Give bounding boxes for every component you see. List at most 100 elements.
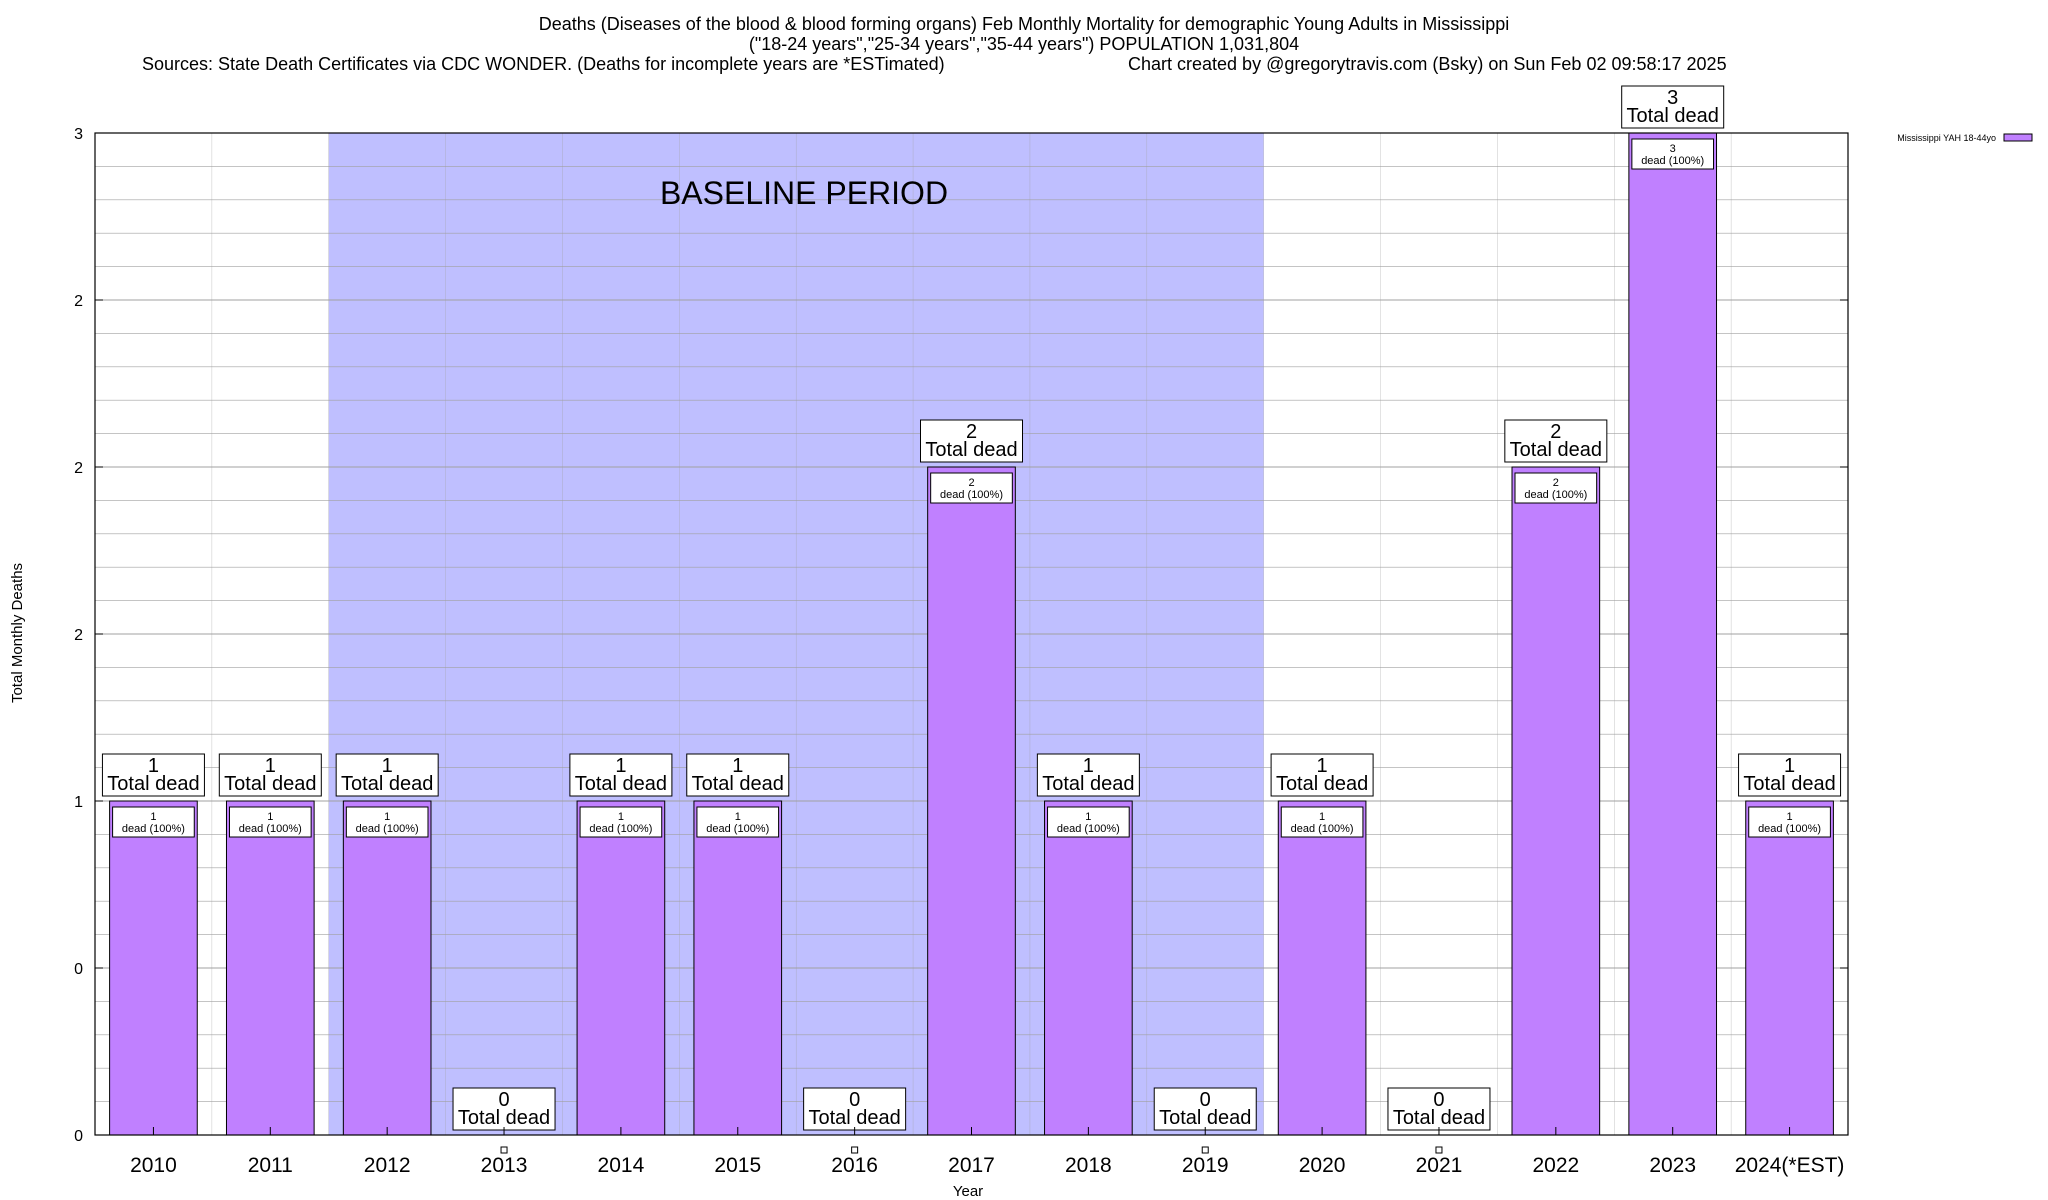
inner-label-box <box>228 806 312 838</box>
inner-value-label: 1 <box>1787 811 1793 823</box>
bar <box>576 800 666 1136</box>
bar <box>1044 800 1133 1136</box>
x-tick-label: 2019 <box>1182 1154 1229 1177</box>
total-label-box <box>1036 753 1140 797</box>
total-caption-label: Total dead <box>925 439 1017 461</box>
zero-marker <box>1435 1146 1443 1154</box>
total-value-label: 1 <box>148 755 159 777</box>
x-tick-label: 2012 <box>364 1154 411 1177</box>
total-value-label: 0 <box>1433 1089 1444 1111</box>
chart-credit: Chart created by @gregorytravis.com (Bsk… <box>1128 54 1727 74</box>
x-tick-label: 2016 <box>831 1154 878 1177</box>
y-tick-label: 2 <box>74 460 83 477</box>
inner-label-box <box>930 472 1013 504</box>
x-tick-label: 2017 <box>948 1154 995 1177</box>
total-caption-label: Total dead <box>575 773 667 795</box>
y-tick-label: 2 <box>74 293 83 310</box>
legend-swatch <box>2003 133 2033 142</box>
inner-caption-label: dead (100%) <box>122 823 185 835</box>
inner-label-box <box>345 806 429 838</box>
total-label-box <box>452 1087 556 1131</box>
total-value-label: 1 <box>615 755 626 777</box>
x-tick-label: 2015 <box>714 1154 761 1177</box>
legend-label: Mississippi YAH 18-44yo <box>1897 133 1996 143</box>
chart-title: Deaths (Diseases of the blood & blood fo… <box>538 14 1510 34</box>
total-label-box <box>218 753 322 797</box>
total-label-box <box>101 753 205 797</box>
zero-marker <box>500 1146 508 1154</box>
x-tick-label: 2014 <box>598 1154 645 1177</box>
inner-caption-label: dead (100%) <box>356 823 419 835</box>
total-value-label: 1 <box>1083 755 1094 777</box>
total-label-box <box>1270 753 1374 797</box>
inner-value-label: 1 <box>618 811 624 823</box>
x-tick-label: 2018 <box>1065 1154 1112 1177</box>
inner-label-box <box>1047 806 1130 838</box>
inner-value-label: 3 <box>1670 143 1676 155</box>
x-tick-label: 2023 <box>1649 1154 1696 1177</box>
bar <box>109 800 198 1136</box>
x-tick-label: 2024(*EST) <box>1735 1154 1845 1177</box>
inner-label-box <box>1280 806 1364 838</box>
total-value-label: 1 <box>732 755 743 777</box>
chart-sources: Sources: State Death Certificates via CD… <box>142 54 945 74</box>
y-tick-label: 1 <box>74 794 83 811</box>
bar <box>1745 800 1834 1136</box>
inner-value-label: 1 <box>267 811 273 823</box>
inner-caption-label: dead (100%) <box>239 823 302 835</box>
y-tick-label: 0 <box>74 961 83 978</box>
inner-caption-label: dead (100%) <box>1057 823 1120 835</box>
inner-value-label: 1 <box>735 811 741 823</box>
total-value-label: 2 <box>966 421 977 443</box>
total-label-box <box>686 753 790 797</box>
total-value-label: 0 <box>1200 1089 1211 1111</box>
total-value-label: 2 <box>1550 421 1561 443</box>
inner-value-label: 1 <box>1085 811 1091 823</box>
inner-caption-label: dead (100%) <box>1641 155 1704 167</box>
y-tick-label: 0 <box>74 1128 83 1145</box>
total-label-box <box>569 753 673 797</box>
bar <box>225 800 315 1136</box>
total-value-label: 1 <box>382 755 393 777</box>
total-value-label: 0 <box>849 1089 860 1111</box>
total-caption-label: Total dead <box>1276 773 1368 795</box>
zero-marker <box>1201 1146 1209 1154</box>
inner-label-box <box>1631 138 1715 170</box>
bar <box>1628 132 1718 1136</box>
total-caption-label: Total dead <box>1393 1107 1485 1129</box>
inner-caption-label: dead (100%) <box>1758 823 1821 835</box>
inner-value-label: 1 <box>150 811 156 823</box>
total-caption-label: Total dead <box>107 773 199 795</box>
total-value-label: 1 <box>265 755 276 777</box>
x-axis-label: Year <box>953 1183 983 1200</box>
total-value-label: 0 <box>498 1089 509 1111</box>
total-label-box <box>335 753 439 797</box>
total-label-box <box>1387 1087 1491 1131</box>
inner-value-label: 2 <box>1553 477 1559 489</box>
bar <box>1511 466 1601 1136</box>
total-label-box <box>1621 85 1725 129</box>
x-tick-label: 2011 <box>248 1154 293 1177</box>
total-caption-label: Total dead <box>1743 773 1835 795</box>
bar <box>1277 800 1367 1136</box>
inner-value-label: 1 <box>1319 811 1325 823</box>
inner-value-label: 1 <box>384 811 390 823</box>
total-label-box <box>920 419 1023 463</box>
